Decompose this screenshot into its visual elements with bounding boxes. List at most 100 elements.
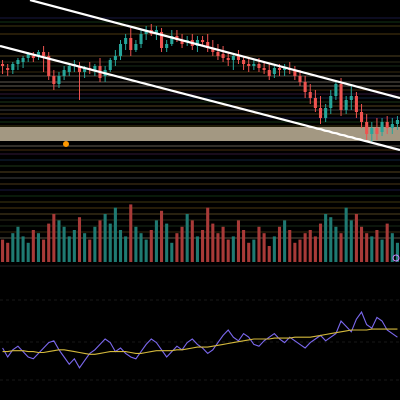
volume-bar: [113, 207, 117, 262]
candle-body: [16, 60, 20, 64]
volume-bar: [293, 242, 297, 262]
candle-body: [385, 122, 389, 128]
volume-marker-icon[interactable]: [392, 254, 400, 262]
candle-body: [267, 70, 271, 76]
volume-bar: [134, 226, 138, 262]
candle-body: [216, 52, 220, 56]
candle-body: [118, 44, 123, 56]
volume-bar: [252, 239, 256, 262]
candle-body: [11, 64, 15, 70]
candle-body: [252, 64, 256, 66]
candle-body: [129, 38, 133, 50]
volume-bar: [221, 226, 225, 262]
volume-bar: [129, 204, 133, 262]
candle-body: [57, 76, 61, 84]
candle-body: [395, 120, 399, 124]
candle-body: [360, 112, 364, 122]
volume-bar: [242, 230, 246, 262]
volume-bar: [170, 242, 174, 262]
candle-body: [83, 68, 87, 72]
candle-body: [231, 56, 235, 60]
candle-body: [226, 58, 230, 60]
volume-bar: [165, 223, 169, 262]
candle-body: [339, 84, 343, 110]
volume-bar: [395, 242, 399, 262]
volume-bar: [318, 223, 323, 262]
volume-bar: [283, 220, 287, 262]
candle-body: [242, 60, 246, 64]
volume-bar: [31, 230, 35, 262]
volume-bar: [303, 233, 307, 262]
candle-body: [52, 76, 56, 84]
volume-bar: [93, 226, 97, 262]
volume-bar: [1, 239, 5, 262]
candle-body: [308, 92, 312, 98]
candle-body: [180, 40, 184, 44]
moving-average-line: [2, 328, 398, 355]
volume-bar: [380, 239, 384, 262]
candle-body: [303, 82, 307, 92]
candle-body: [170, 36, 174, 44]
volume-bar: [52, 214, 56, 262]
candle-body: [354, 96, 358, 112]
volume-bar: [339, 233, 343, 262]
candle-body: [334, 84, 338, 96]
volume-bar: [216, 233, 220, 262]
volume-bar: [77, 217, 82, 262]
candle-body: [236, 56, 240, 60]
upper-trendline: [29, 0, 400, 100]
volume-bar: [370, 236, 374, 262]
volume-bar: [11, 233, 15, 262]
volume-bar: [262, 233, 266, 262]
volume-bar: [67, 236, 71, 262]
candle-body: [262, 68, 266, 70]
volume-bar: [118, 230, 123, 262]
volume-bar: [190, 220, 194, 262]
candle-body: [257, 64, 261, 68]
volume-bar: [47, 223, 51, 262]
volume-bar: [298, 239, 302, 262]
candle-body: [324, 108, 328, 118]
candle-body: [139, 34, 143, 44]
volume-bar: [62, 226, 66, 262]
candle-body: [247, 64, 251, 66]
volume-bar: [236, 220, 240, 262]
candle-body: [293, 70, 297, 76]
volume-bar: [231, 236, 235, 262]
price-marker-icon[interactable]: [63, 141, 69, 147]
volume-bar: [154, 220, 158, 262]
volume-bar: [375, 230, 379, 262]
volume-bar: [144, 239, 148, 262]
candle-body: [344, 100, 348, 110]
candle-body: [298, 76, 302, 82]
volume-bar: [139, 233, 143, 262]
trendlines[interactable]: [0, 0, 400, 152]
volume-bar: [195, 236, 199, 262]
candle-body: [390, 124, 394, 128]
volume-bar: [272, 236, 276, 262]
volume-bar: [211, 223, 215, 262]
volume-bar: [103, 214, 107, 262]
candle-body: [313, 98, 317, 108]
volume-bar: [226, 239, 230, 262]
volume-bar: [329, 217, 333, 262]
candle-body: [318, 108, 323, 118]
volume-bar: [16, 226, 20, 262]
candle-body: [154, 30, 158, 34]
volume-bar: [206, 207, 210, 262]
volume-bar: [267, 246, 271, 262]
indicator-panel: [2, 310, 398, 369]
volume-bar: [288, 230, 292, 262]
lower-trendline: [0, 44, 400, 152]
volume-bar: [334, 226, 338, 262]
candle-body: [108, 60, 112, 70]
candle-body: [93, 66, 97, 70]
candle-body: [329, 96, 333, 108]
candle-body: [165, 44, 169, 48]
volume-bar: [175, 233, 179, 262]
volume-bar: [257, 226, 261, 262]
volume-bar: [324, 214, 328, 262]
volume-bar: [313, 236, 317, 262]
